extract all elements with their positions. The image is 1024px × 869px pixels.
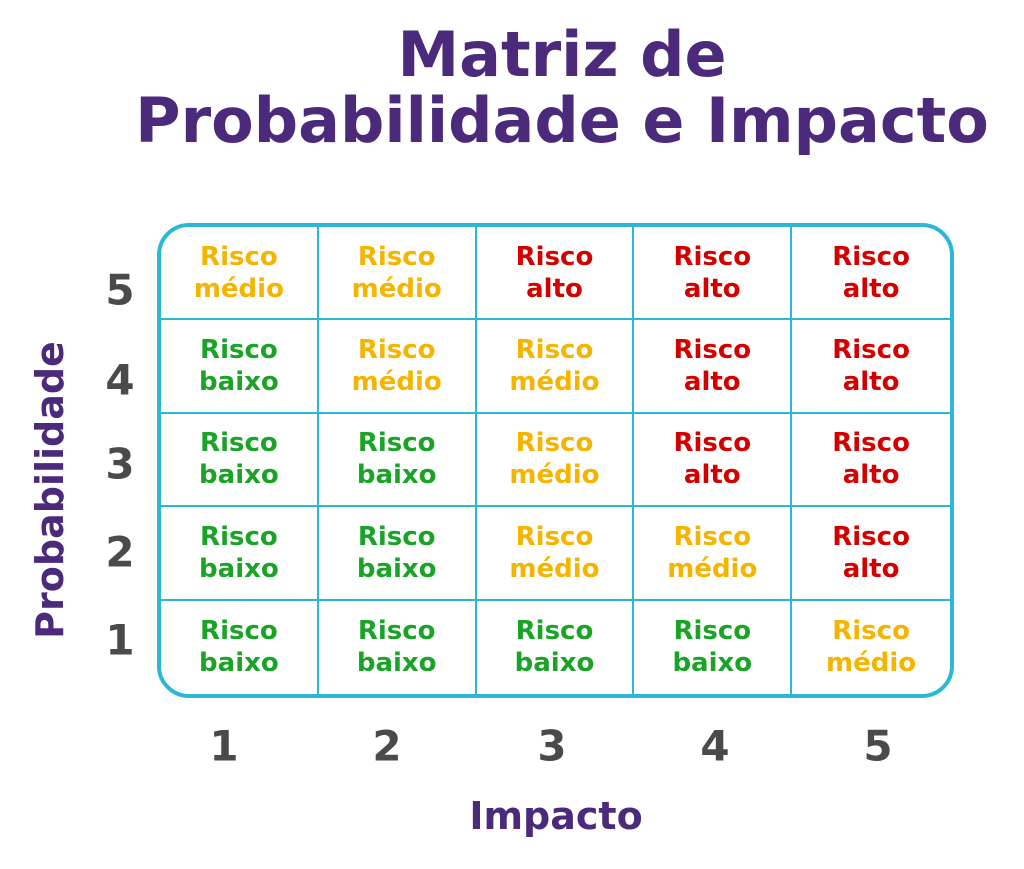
y-tick-3: 3 — [105, 439, 135, 489]
cell-label-line-2: médio — [826, 648, 917, 679]
x-tick-1: 1 — [209, 721, 239, 771]
cell-label-line-1: Risco — [832, 428, 910, 459]
x-tick-5: 5 — [863, 721, 893, 771]
matrix-cell-p2-i5: Risco alto — [792, 507, 950, 601]
cell-label-line-1: Risco — [357, 335, 436, 366]
matrix-cell-p5-i3: Risco alto — [476, 227, 635, 321]
cell-label-line-1: Risco — [357, 616, 436, 647]
cell-label-line-2: baixo — [514, 648, 595, 679]
matrix-cell-p1-i5: Risco médio — [792, 601, 950, 694]
cell-label-line-2: baixo — [356, 460, 437, 491]
cell-label-line-1: Risco — [200, 428, 278, 459]
cell-label-line-2: baixo — [672, 648, 753, 679]
cell-label-line-1: Risco — [357, 428, 436, 459]
cell-label-line-2: alto — [842, 367, 900, 398]
cell-label-line-2: médio — [509, 460, 600, 491]
cell-label-line-1: Risco — [200, 616, 278, 647]
cell-label-line-2: baixo — [356, 648, 437, 679]
cell-label-line-1: Risco — [673, 241, 752, 272]
cell-label-line-2: baixo — [199, 553, 279, 584]
matrix-cell-p2-i3: Risco médio — [476, 507, 635, 601]
matrix-cell-p1-i2: Risco baixo — [319, 600, 477, 694]
cell-label-line-1: Risco — [673, 521, 752, 552]
diagram-title: Matriz de Probabilidade e Impacto — [0, 22, 1024, 154]
matrix-cell-p1-i1: Risco baixo — [161, 600, 319, 694]
matrix-cell-p4-i3: Risco médio — [476, 320, 635, 414]
cell-label-line-1: Risco — [200, 521, 278, 552]
cell-label-line-1: Risco — [832, 616, 910, 647]
matrix-cell-p4-i2: Risco médio — [318, 320, 477, 414]
matrix-cell-p3-i1: Risco baixo — [161, 413, 319, 508]
cell-label-line-1: Risco — [832, 521, 910, 552]
cell-label-line-1: Risco — [515, 241, 594, 272]
title-line-2: Probabilidade e Impacto — [135, 84, 989, 157]
matrix-cell-p3-i2: Risco baixo — [318, 413, 477, 508]
cell-label-line-1: Risco — [515, 428, 594, 459]
cell-label-line-1: Risco — [832, 241, 910, 272]
cell-label-line-1: Risco — [515, 335, 594, 366]
matrix-cell-p2-i1: Risco baixo — [161, 507, 319, 601]
y-tick-2: 2 — [105, 527, 135, 577]
cell-label-line-1: Risco — [673, 616, 752, 647]
cell-label-line-2: baixo — [356, 553, 437, 584]
matrix-cell-p4-i5: Risco alto — [792, 320, 950, 414]
cell-label-line-1: Risco — [673, 335, 752, 366]
x-tick-3: 3 — [537, 721, 567, 771]
cell-label-line-1: Risco — [200, 335, 278, 366]
cell-label-line-1: Risco — [673, 428, 752, 459]
cell-label-line-2: médio — [667, 553, 758, 584]
matrix-cell-p5-i4: Risco alto — [634, 227, 793, 321]
cell-label-line-2: médio — [509, 367, 600, 398]
cell-label-line-1: Risco — [515, 521, 594, 552]
cell-label-line-1: Risco — [357, 241, 436, 272]
matrix-cell-p5-i2: Risco médio — [318, 227, 477, 321]
cell-label-line-2: alto — [842, 273, 900, 304]
x-tick-4: 4 — [700, 721, 730, 771]
x-tick-2: 2 — [372, 721, 402, 771]
title-line-1: Matriz de — [397, 18, 727, 91]
cell-label-line-2: médio — [351, 273, 442, 304]
cell-label-line-2: alto — [683, 460, 741, 491]
cell-label-line-2: baixo — [199, 460, 279, 491]
cell-label-line-2: médio — [193, 273, 284, 304]
cell-label-line-1: Risco — [357, 521, 436, 552]
cell-label-line-2: alto — [842, 460, 900, 491]
cell-label-line-1: Risco — [515, 616, 594, 647]
matrix-cell-p1-i4: Risco baixo — [634, 600, 793, 694]
matrix-cell-p5-i5: Risco alto — [792, 227, 950, 321]
matrix-cell-p4-i4: Risco alto — [634, 320, 793, 414]
cell-label-line-2: médio — [351, 367, 442, 398]
cell-label-line-2: baixo — [199, 648, 279, 679]
matrix-cell-p3-i4: Risco alto — [634, 413, 793, 508]
cell-label-line-2: alto — [683, 367, 741, 398]
matrix-cell-p3-i5: Risco alto — [792, 414, 950, 508]
cell-label-line-2: alto — [842, 553, 900, 584]
cell-label-line-1: Risco — [832, 335, 910, 366]
y-tick-4: 4 — [105, 355, 135, 405]
matrix-cell-p1-i3: Risco baixo — [477, 600, 635, 694]
cell-label-line-2: médio — [509, 553, 600, 584]
y-tick-5: 5 — [105, 265, 135, 315]
y-axis-label: Probabilidade — [28, 341, 72, 639]
cell-label-line-2: alto — [526, 273, 583, 304]
x-axis-label: Impacto — [469, 794, 643, 838]
matrix-cell-p5-i1: Risco médio — [161, 227, 319, 321]
matrix-cell-p2-i4: Risco médio — [634, 507, 793, 601]
cell-label-line-1: Risco — [200, 241, 278, 272]
matrix-cell-p3-i3: Risco médio — [476, 413, 635, 508]
cell-label-line-2: alto — [683, 273, 741, 304]
matrix-cell-p4-i1: Risco baixo — [161, 320, 319, 414]
cell-label-line-2: baixo — [199, 367, 279, 398]
matrix-cell-p2-i2: Risco baixo — [318, 507, 477, 601]
risk-matrix-grid: Risco médio Risco médio Risco alto Risco alto Ri… — [157, 223, 954, 698]
y-tick-1: 1 — [105, 615, 135, 665]
